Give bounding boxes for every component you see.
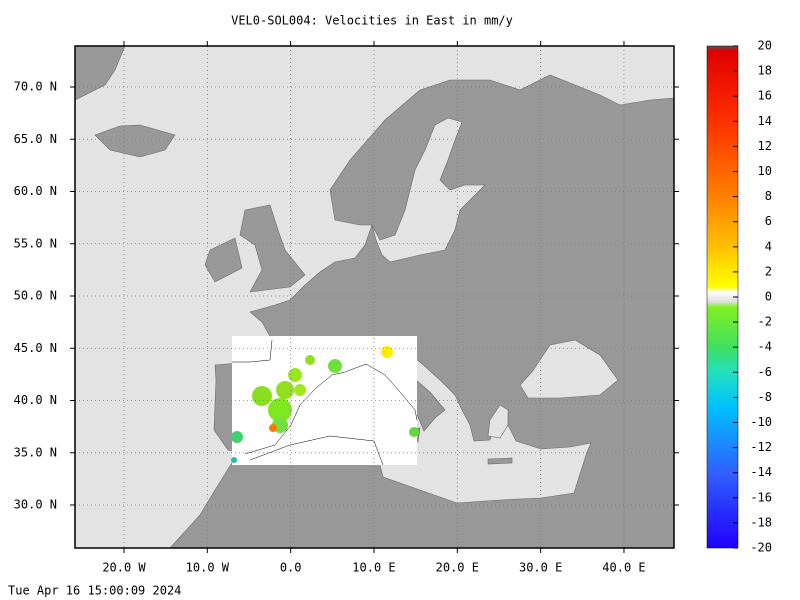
y-tick-label: 60.0 N — [14, 184, 57, 198]
black-sea — [519, 339, 619, 399]
x-tick-label: 20.0 E — [436, 561, 479, 575]
x-tick-label: 40.0 E — [602, 561, 645, 575]
colorbar-label: 18 — [758, 64, 772, 78]
map — [75, 46, 674, 548]
coastline — [249, 435, 384, 466]
colorbar-label: -8 — [758, 390, 772, 404]
colorbar-label: -20 — [750, 541, 772, 555]
colorbar-label: -14 — [750, 465, 772, 479]
colorbar-label: -6 — [758, 365, 772, 379]
x-tick-label: 20.0 W — [102, 561, 146, 575]
y-tick-label: 30.0 N — [14, 498, 57, 512]
colorbar-label: -12 — [750, 440, 772, 454]
crete — [487, 457, 513, 465]
greenland — [75, 46, 126, 101]
colorbar-label: 20 — [758, 39, 772, 53]
y-tick-label: 70.0 N — [14, 80, 57, 94]
colorbar-label: 0 — [765, 290, 772, 304]
y-tick-label: 55.0 N — [14, 236, 57, 250]
y-tick-label: 65.0 N — [14, 132, 57, 146]
colorbar — [706, 45, 739, 549]
colorbar-label: 2 — [765, 264, 772, 278]
colorbar-label: 10 — [758, 164, 772, 178]
iceland — [94, 124, 176, 158]
colorbar-label: -16 — [750, 490, 772, 504]
y-tick-label: 40.0 N — [14, 393, 57, 407]
coastline — [244, 363, 418, 455]
timestamp: Tue Apr 16 15:00:09 2024 — [8, 584, 181, 598]
y-tick-label: 45.0 N — [14, 341, 57, 355]
ireland — [204, 237, 243, 283]
coastline — [232, 339, 273, 363]
colorbar-label: -18 — [750, 515, 772, 529]
colorbar-label: 6 — [765, 214, 772, 228]
colorbar-label: -10 — [750, 415, 772, 429]
y-tick-label: 35.0 N — [14, 445, 57, 459]
colorbar-label: 4 — [765, 239, 772, 253]
colorbar-label: -2 — [758, 315, 772, 329]
x-tick-label: 30.0 E — [519, 561, 562, 575]
colorbar-label: -4 — [758, 340, 772, 354]
colorbar-label: 16 — [758, 89, 772, 103]
colorbar-label: 14 — [758, 114, 772, 128]
map-frame — [74, 45, 675, 549]
x-tick-label: 10.0 W — [186, 561, 230, 575]
aegean-sea — [487, 404, 509, 439]
colorbar-label: 8 — [765, 189, 772, 203]
y-tick-label: 50.0 N — [14, 289, 57, 303]
map-title: VEL0-SOL004: Velocities in East in mm/y — [231, 14, 513, 28]
velocity-field — [231, 346, 419, 463]
great-britain — [239, 204, 306, 293]
colorbar-label: 12 — [758, 139, 772, 153]
x-tick-label: 0.0 — [280, 561, 302, 575]
x-tick-label: 10.0 E — [352, 561, 395, 575]
